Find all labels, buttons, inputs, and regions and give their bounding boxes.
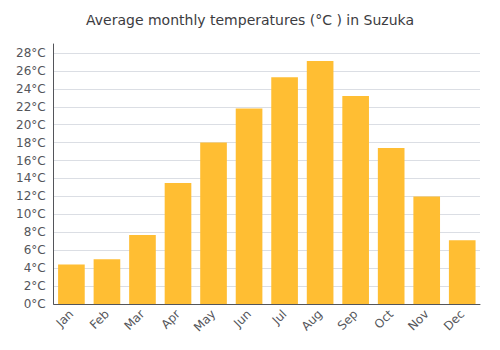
svg-text:16°C: 16°C [16, 154, 46, 168]
svg-text:10°C: 10°C [16, 207, 46, 221]
svg-text:2°C: 2°C [24, 279, 46, 293]
svg-text:Oct: Oct [372, 307, 397, 332]
svg-text:0°C: 0°C [24, 297, 46, 311]
svg-text:May: May [191, 307, 218, 334]
svg-text:Jan: Jan [53, 307, 77, 331]
svg-text:Dec: Dec [441, 307, 467, 333]
svg-text:Sep: Sep [335, 307, 361, 333]
svg-text:24°C: 24°C [16, 82, 46, 96]
svg-text:22°C: 22°C [16, 100, 46, 114]
svg-text:18°C: 18°C [16, 136, 46, 150]
svg-text:Feb: Feb [87, 307, 112, 332]
svg-text:4°C: 4°C [24, 261, 46, 275]
svg-text:Nov: Nov [405, 307, 431, 333]
svg-text:14°C: 14°C [16, 171, 46, 185]
svg-text:26°C: 26°C [16, 64, 46, 78]
svg-text:8°C: 8°C [24, 225, 46, 239]
svg-text:Apr: Apr [158, 307, 183, 332]
svg-text:6°C: 6°C [24, 243, 46, 257]
svg-text:Average monthly temperatures (: Average monthly temperatures (°C ) in Su… [86, 12, 414, 28]
svg-text:28°C: 28°C [16, 46, 46, 60]
svg-text:Aug: Aug [299, 307, 325, 333]
svg-text:20°C: 20°C [16, 118, 46, 132]
svg-text:Mar: Mar [122, 307, 148, 333]
svg-text:12°C: 12°C [16, 189, 46, 203]
svg-text:Jun: Jun [230, 307, 254, 331]
svg-text:Jul: Jul [269, 307, 290, 328]
